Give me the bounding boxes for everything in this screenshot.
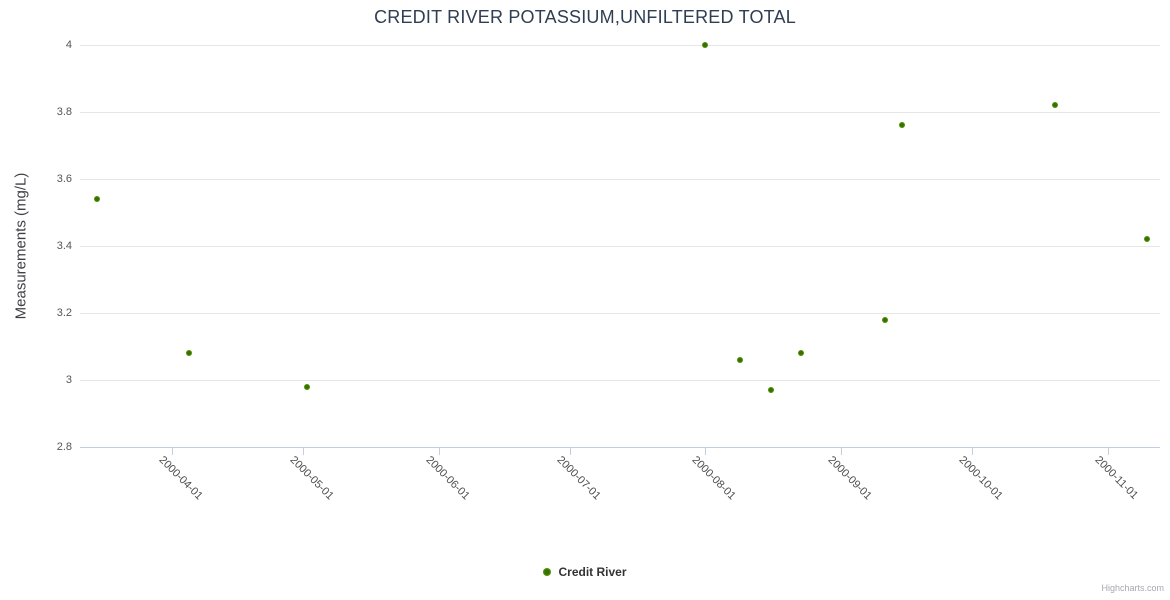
y-axis-label: 3.8 [56, 106, 72, 118]
y-axis-label: 3.4 [56, 240, 72, 252]
x-axis-tick [840, 448, 842, 455]
x-axis-label: 2000-05-01 [287, 454, 336, 503]
chart-title: CREDIT RIVER POTASSIUM,UNFILTERED TOTAL [374, 7, 796, 27]
x-axis-tick [1107, 448, 1109, 455]
legend-label: Credit River [558, 565, 627, 579]
x-axis-label: 2000-09-01 [825, 454, 874, 503]
x-axis-line [80, 447, 1160, 448]
x-axis-label: 2000-10-01 [956, 454, 1005, 503]
x-axis-tick [971, 448, 973, 455]
legend-marker-icon [543, 568, 552, 576]
x-axis-label: 2000-08-01 [689, 454, 739, 503]
y-gridline [80, 112, 1160, 113]
data-point[interactable] [94, 196, 101, 203]
data-point[interactable] [767, 387, 774, 394]
y-gridline [80, 313, 1160, 314]
x-axis-label: 2000-06-01 [423, 454, 472, 503]
y-axis-label: 4 [65, 39, 72, 51]
data-point[interactable] [899, 122, 906, 129]
data-point[interactable] [1143, 236, 1150, 243]
legend: Credit River [0, 562, 1170, 582]
data-point[interactable] [304, 383, 311, 390]
data-point[interactable] [1052, 102, 1059, 109]
legend-item-credit-river[interactable]: Credit River [543, 565, 627, 579]
data-point[interactable] [881, 316, 888, 323]
data-point[interactable] [737, 356, 744, 363]
highcharts-credits-link[interactable]: Highcharts.com [1101, 583, 1164, 593]
x-axis-label: 2000-07-01 [554, 454, 603, 503]
y-axis-label: 3.2 [56, 307, 72, 319]
data-point[interactable] [798, 350, 805, 357]
x-axis-tick [171, 448, 173, 455]
y-gridline [80, 45, 1160, 46]
data-point[interactable] [702, 42, 709, 48]
y-gridline [80, 179, 1160, 180]
data-point[interactable] [186, 350, 193, 357]
x-axis-label: 2000-04-01 [156, 454, 205, 503]
y-gridline [80, 380, 1160, 381]
x-axis-tick [569, 448, 571, 455]
y-axis-label: 2.8 [56, 441, 72, 453]
y-gridline [80, 246, 1160, 247]
x-axis-label: 2000-11-01 [1092, 454, 1140, 502]
x-axis-tick [302, 448, 304, 455]
y-axis-label: 3 [65, 374, 72, 386]
x-axis-tick [438, 448, 440, 455]
x-axis-tick [705, 448, 707, 455]
y-axis-label: 3.6 [56, 173, 72, 185]
